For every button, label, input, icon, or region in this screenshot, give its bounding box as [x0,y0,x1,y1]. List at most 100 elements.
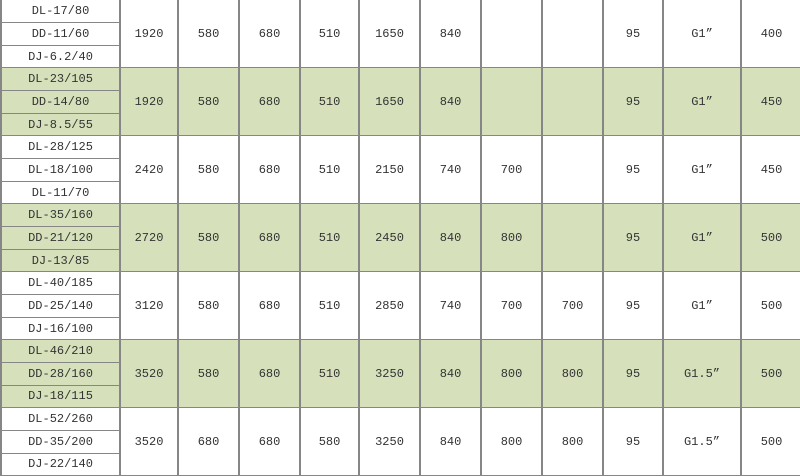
value-cell: G1.5” [662,339,742,409]
value-cell: 800 [541,339,604,409]
model-cell: DD-25/140 [0,294,120,318]
value-cell: 510 [299,135,360,205]
model-cell: DL-28/125 [0,135,121,160]
value-cell: 680 [238,0,301,69]
table-row: DL-46/210 3520 580 680 510 3250 840 800 800 95 G1.… [0,339,800,409]
table-row: DL-23/105 1920 580 680 510 1650 840 95 G1” 450 [0,67,800,137]
table-row: DL-40/185 3120 580 680 510 2850 740 700 700 95 G1”… [0,271,800,341]
value-cell: 95 [602,67,664,137]
value-cell: 500 [740,203,800,273]
value-cell: 680 [238,203,301,273]
value-cell [541,67,604,137]
model-cell: DJ-18/115 [0,384,120,409]
value-cell: G1” [662,67,742,137]
value-cell: 500 [740,339,800,409]
value-cell: 700 [541,271,604,341]
value-cell: 95 [602,0,664,69]
value-cell [541,0,604,69]
table-row: DD-35/200 [0,429,800,454]
value-cell: 2720 [119,203,179,273]
value-cell: 580 [177,271,240,341]
model-cell: DL-11/70 [0,180,120,205]
value-cell: G1” [662,203,742,273]
value-cell: 510 [299,203,360,273]
value-cell: 840 [419,407,482,476]
value-cell [480,67,543,137]
value-cell: 3250 [358,339,421,409]
value-cell: 1650 [358,67,421,137]
value-cell: 580 [177,203,240,273]
value-cell: 1920 [119,67,179,137]
value-cell: G1.5” [662,407,742,476]
value-cell: 3520 [119,339,179,409]
model-cell: DJ-13/85 [0,248,120,273]
value-cell: 510 [299,0,360,69]
table-row: DL-35/160 2720 580 680 510 2450 840 800 95 G1” 500 [0,203,800,273]
value-cell: 740 [419,271,482,341]
value-cell: 680 [238,135,301,205]
model-cell: DL-18/100 [0,158,120,182]
value-cell: 700 [480,271,543,341]
value-cell: 95 [602,135,664,205]
table-row: DL-11/70 [0,180,800,205]
value-cell: 580 [177,135,240,205]
value-cell: 580 [177,0,240,69]
value-cell: 740 [419,135,482,205]
table-row: DD-25/140 [0,294,800,318]
value-cell: 400 [740,0,800,69]
value-cell: 800 [480,407,543,476]
value-cell: 840 [419,339,482,409]
value-cell: 95 [602,407,664,476]
model-cell: DD-21/120 [0,226,120,250]
value-cell: 3520 [119,407,179,476]
value-cell: 510 [299,339,360,409]
model-cell: DL-46/210 [0,339,121,363]
table-row: DJ-22/140 [0,452,800,476]
table-row: DL-28/125 2420 580 680 510 2150 740 700 95 G1” 450 [0,135,800,205]
value-cell: 510 [299,271,360,341]
value-cell [541,135,604,205]
value-cell: G1” [662,135,742,205]
value-cell: 2850 [358,271,421,341]
value-cell: 95 [602,271,664,341]
value-cell: 840 [419,0,482,69]
model-cell: DL-23/105 [0,67,121,92]
value-cell: 580 [177,339,240,409]
value-cell: 800 [541,407,604,476]
value-cell: 700 [480,135,543,205]
value-cell: 450 [740,67,800,137]
value-cell: G1” [662,271,742,341]
value-cell: 1650 [358,0,421,69]
model-cell: DJ-16/100 [0,316,120,341]
value-cell: 95 [602,339,664,409]
table-row: DL-52/260 3520 680 680 580 3250 840 800 800 95 G1.… [0,407,800,476]
value-cell: 680 [238,271,301,341]
model-cell: DD-28/160 [0,362,120,386]
value-cell: G1” [662,0,742,69]
model-cell: DD-11/60 [0,22,120,46]
value-cell: 840 [419,67,482,137]
value-cell: 840 [419,203,482,273]
model-cell: DL-52/260 [0,407,121,431]
value-cell: 680 [238,67,301,137]
table-row: DJ-6.2/40 [0,44,800,69]
value-cell: 680 [177,407,240,476]
model-cell: DJ-22/140 [0,452,120,476]
value-cell: 500 [740,271,800,341]
value-cell: 95 [602,203,664,273]
value-cell: 800 [480,203,543,273]
value-cell: 500 [740,407,800,476]
model-cell: DL-17/80 [0,0,121,24]
model-cell: DJ-8.5/55 [0,112,120,137]
value-cell [480,0,543,69]
value-cell: 3250 [358,407,421,476]
value-cell: 680 [238,407,301,476]
value-cell: 1920 [119,0,179,69]
model-cell: DL-35/160 [0,203,121,228]
value-cell: 450 [740,135,800,205]
value-cell: 3120 [119,271,179,341]
value-cell: 580 [299,407,360,476]
model-cell: DJ-6.2/40 [0,44,120,69]
